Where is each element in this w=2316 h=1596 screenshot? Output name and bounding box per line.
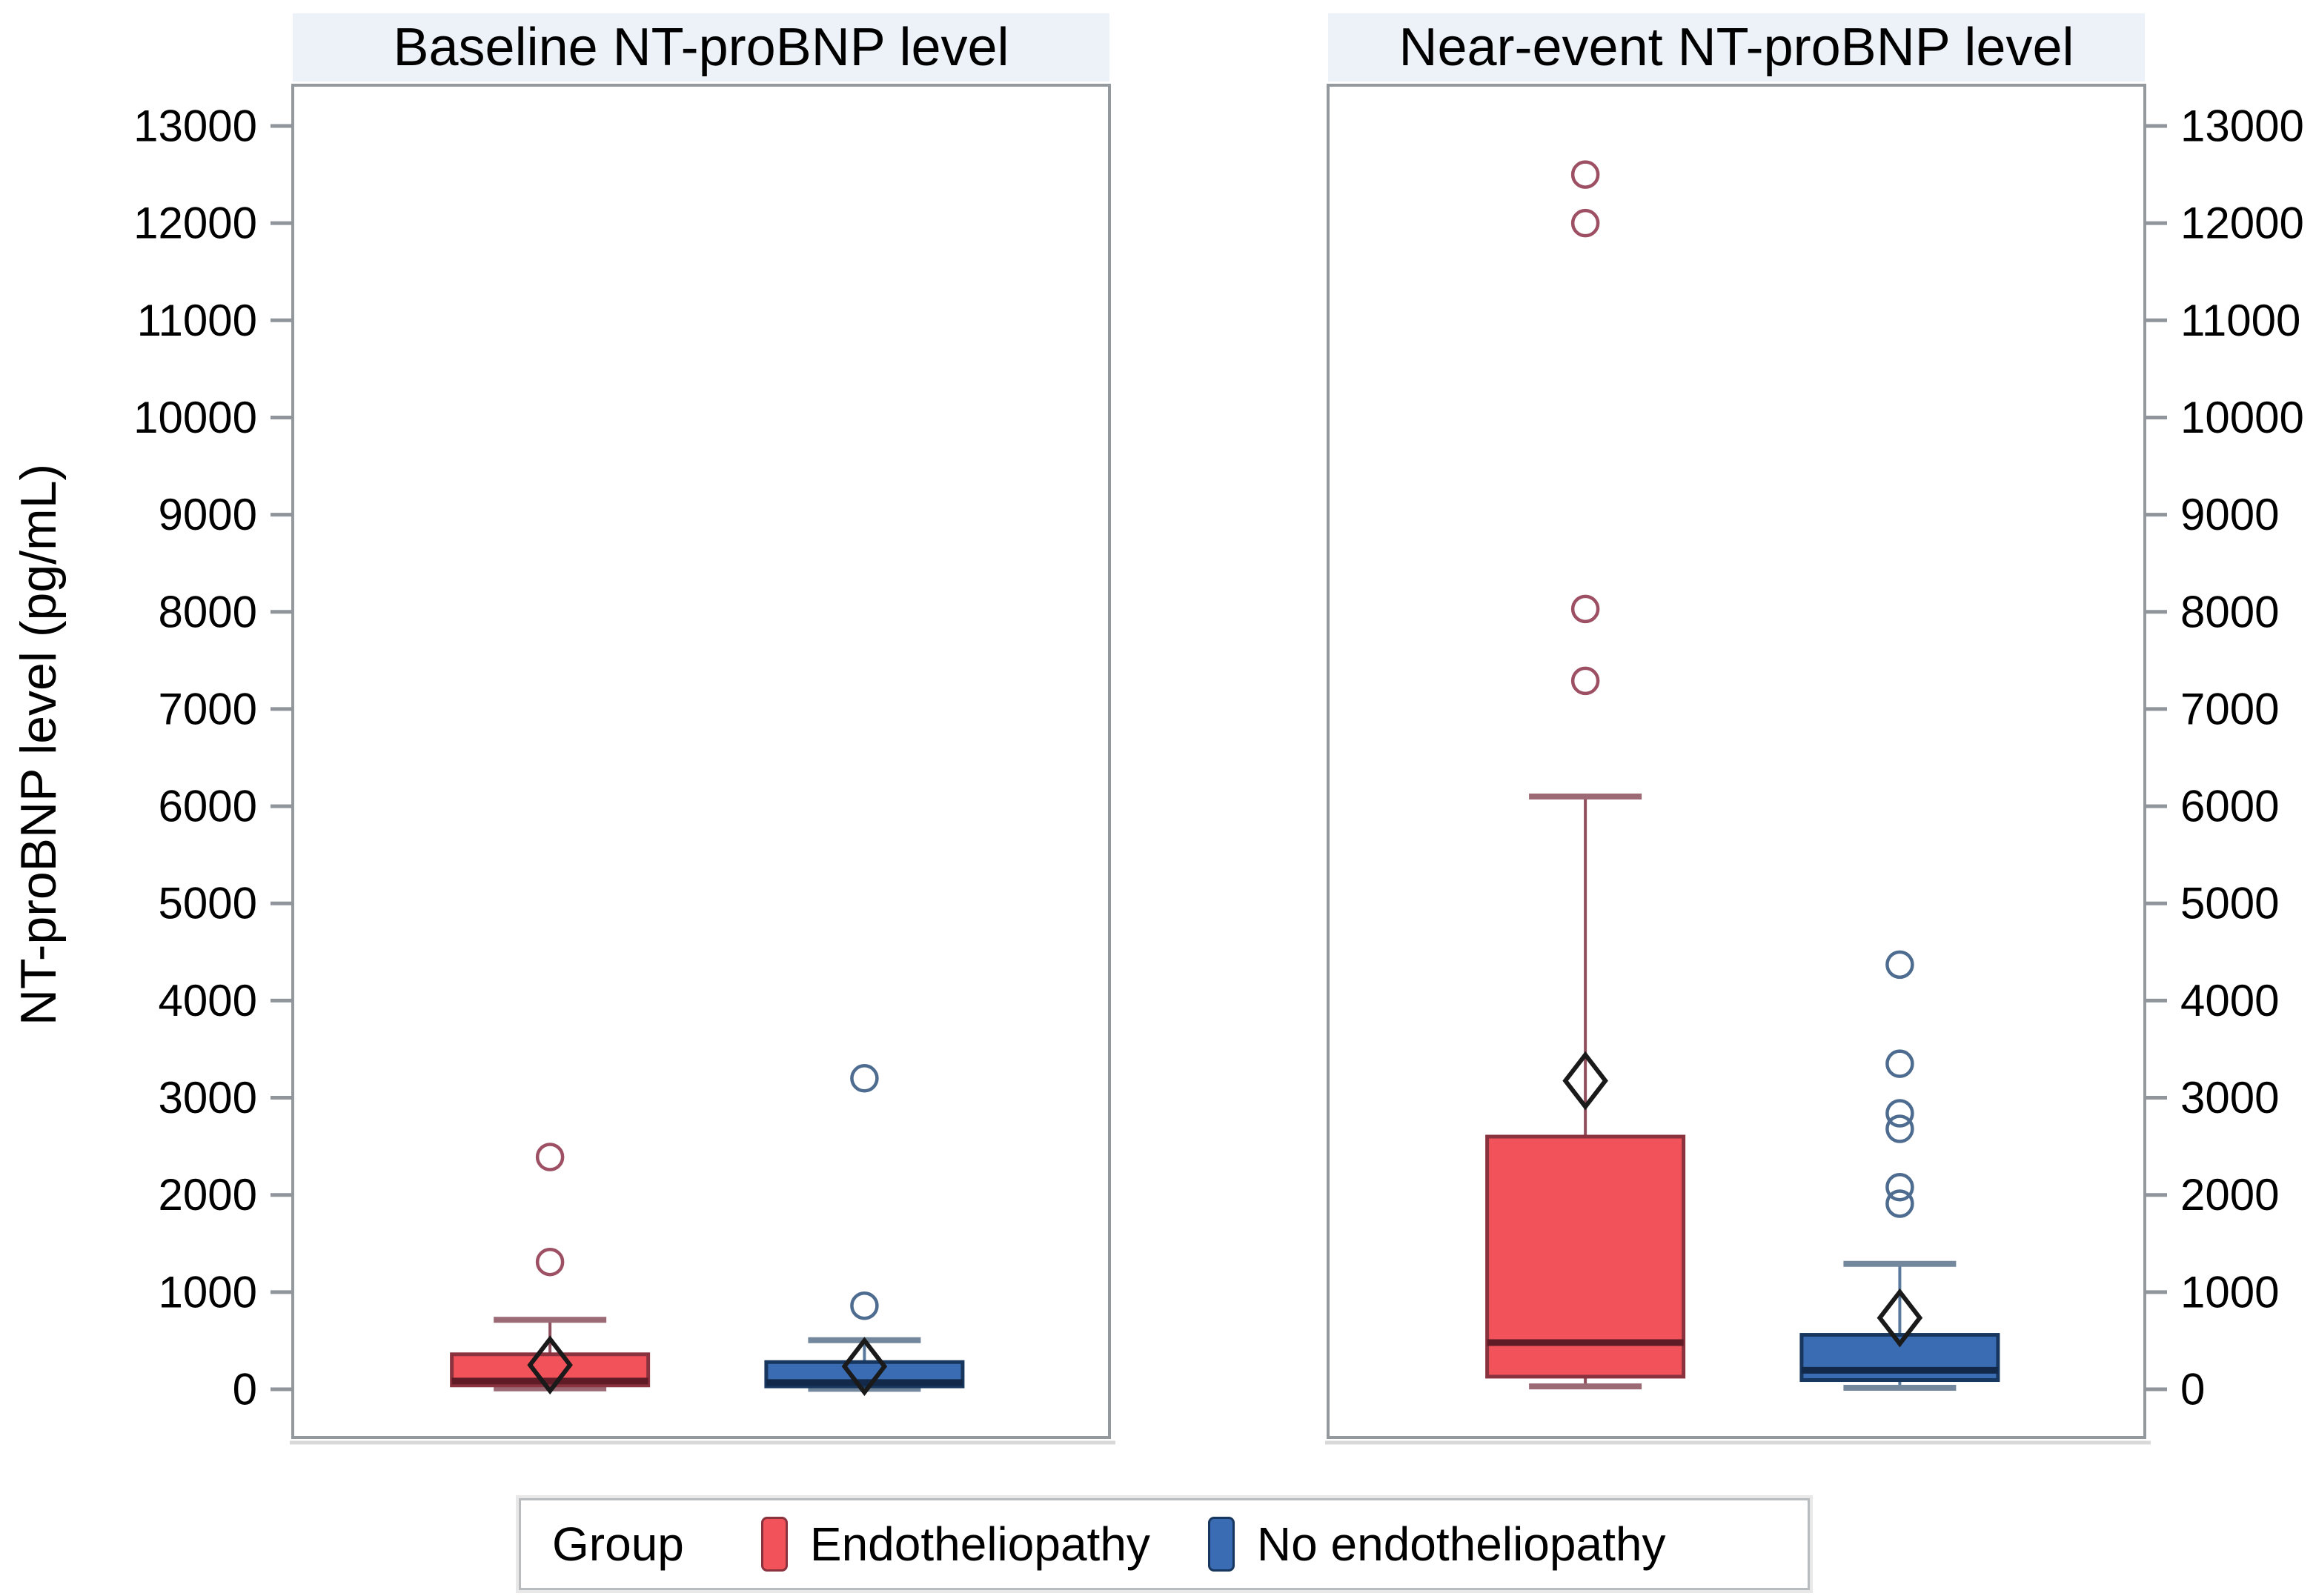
outlier-point <box>1570 594 1600 624</box>
outlier-point <box>1570 208 1600 238</box>
axis-tick-label: 1000 <box>2180 1267 2279 1317</box>
axis-tick-label: 9000 <box>2180 490 2279 539</box>
axis-tick-label: 13000 <box>133 102 257 151</box>
mean-marker <box>1877 1288 1923 1348</box>
axis-tick-label: 4000 <box>2180 976 2279 1025</box>
axis-tick-label: 7000 <box>2180 684 2279 734</box>
endotheliopathy-swatch-icon <box>760 1517 788 1572</box>
axis-tick-label: 13000 <box>2180 102 2304 151</box>
panel-title-baseline: Baseline NT-proBNP level <box>293 13 1109 82</box>
axis-tick-label: 0 <box>233 1365 257 1414</box>
legend-label-no-endotheliopathy: No endotheliopathy <box>1256 1517 1666 1571</box>
axis-tick-label: 12000 <box>133 199 257 248</box>
outlier-point <box>1885 1114 1914 1143</box>
axis-tick-label: 10000 <box>2180 393 2304 442</box>
axis-tick-label: 2000 <box>159 1170 257 1220</box>
outlier-point <box>1885 1049 1914 1078</box>
legend: Group Endotheliopathy No endotheliopathy <box>519 1498 1810 1590</box>
legend-label-endotheliopathy: Endotheliopathy <box>809 1517 1150 1571</box>
axis-tick-label: 10000 <box>133 393 257 442</box>
box-endotheliopathy <box>1485 1134 1686 1379</box>
axis-tick-label: 0 <box>2180 1365 2205 1414</box>
outlier-point <box>1885 1189 1914 1218</box>
outlier-point <box>535 1143 565 1171</box>
panel-title-near-event: Near-event NT-proBNP level <box>1328 13 2145 82</box>
legend-item-endotheliopathy: Endotheliopathy <box>684 1517 1150 1572</box>
outlier-point <box>535 1247 565 1277</box>
axis-tick-label: 1000 <box>159 1267 257 1317</box>
mean-marker <box>841 1337 888 1397</box>
legend-title: Group <box>552 1517 684 1571</box>
no-endotheliopathy-swatch-icon <box>1207 1517 1235 1572</box>
mean-marker <box>527 1335 573 1395</box>
axis-tick-label: 9000 <box>159 490 257 539</box>
axis-tick-label: 4000 <box>159 976 257 1025</box>
outlier-point <box>850 1291 879 1320</box>
mean-marker <box>1562 1051 1608 1111</box>
outlier-point <box>1885 1172 1914 1202</box>
axis-tick-label: 6000 <box>159 782 257 831</box>
axis-tick-label: 8000 <box>2180 587 2279 636</box>
panel-border <box>291 84 1111 1439</box>
outlier-point <box>1570 160 1600 189</box>
panel-border <box>1327 84 2146 1439</box>
axis-tick-label: 2000 <box>2180 1170 2279 1220</box>
axis-tick-label: 3000 <box>159 1073 257 1123</box>
outlier-point <box>850 1064 879 1093</box>
axis-tick-label: 5000 <box>2180 879 2279 928</box>
axis-tick-label: 11000 <box>2180 296 2300 345</box>
outlier-point <box>1570 666 1600 696</box>
axis-tick-label: 11000 <box>137 296 257 345</box>
outlier-point <box>1885 950 1914 980</box>
axis-tick-label: 7000 <box>159 684 257 734</box>
axis-tick-label: 5000 <box>159 879 257 928</box>
axis-tick-label: 3000 <box>2180 1073 2279 1123</box>
legend-item-no-endotheliopathy: No endotheliopathy <box>1150 1517 1666 1572</box>
outlier-point <box>1885 1099 1914 1128</box>
axis-tick-label: 12000 <box>2180 199 2304 248</box>
axis-tick-label: 6000 <box>2180 782 2279 831</box>
axis-tick-label: 8000 <box>159 587 257 636</box>
